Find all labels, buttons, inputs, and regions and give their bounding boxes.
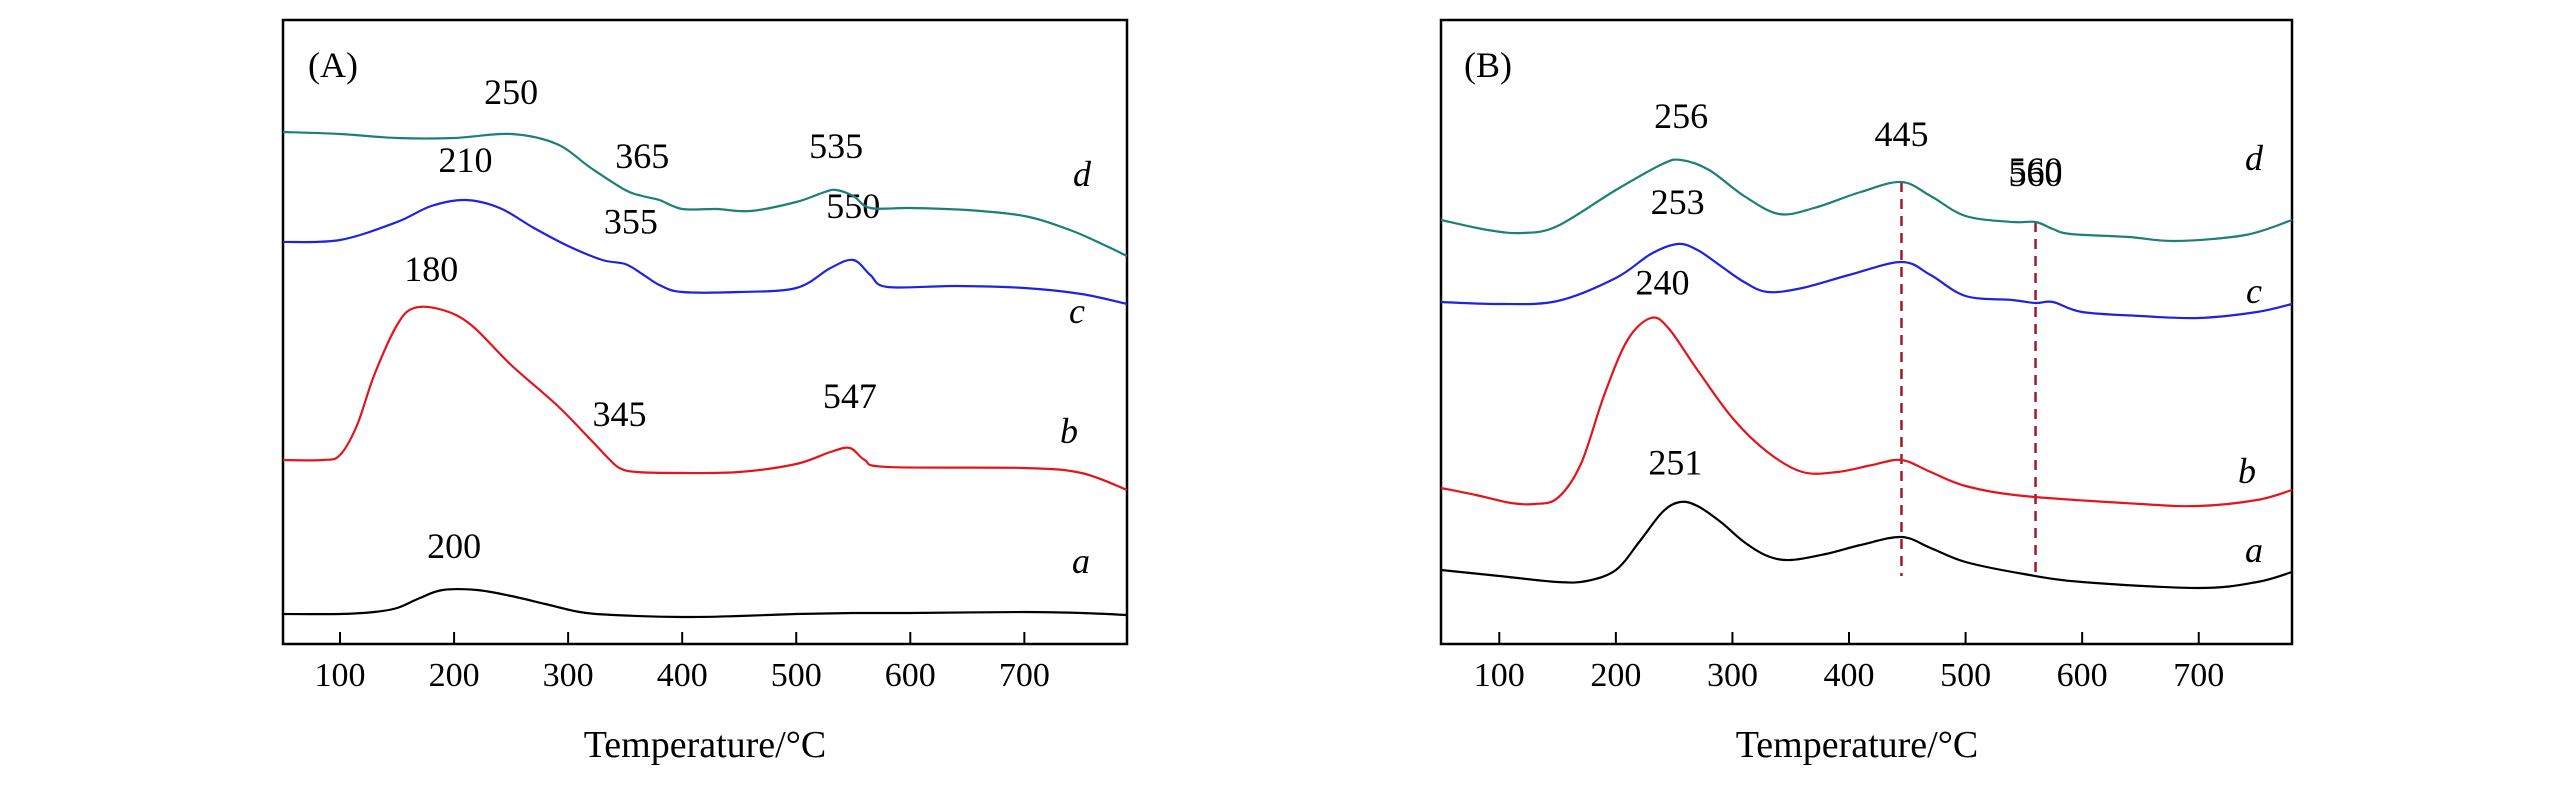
peak-label: 256 (1654, 96, 1708, 136)
series-line-a (1440, 500, 2293, 590)
series-line-c (282, 198, 1128, 306)
x-tick-label: 600 (2057, 657, 2108, 694)
x-tick-label: 200 (1590, 657, 1641, 694)
plot-frame (1439, 18, 2294, 646)
peak-label: 250 (484, 72, 538, 112)
series-label-c: c (1069, 291, 1085, 331)
peak-label: 345 (592, 394, 646, 434)
panel-a: 100 200 300 400 500 600 700 Temperature/°C (A) a 2… (281, 18, 1129, 766)
series-line-b (1440, 316, 2293, 508)
x-axis-label: Temperature/°C (584, 724, 827, 766)
x-tick-label: 400 (657, 657, 708, 694)
x-tick-label: 500 (771, 657, 822, 694)
series-label-b: b (2238, 451, 2256, 491)
series-label-d: d (1073, 154, 1092, 194)
peak-label: 535 (809, 126, 863, 166)
peak-label: 200 (427, 526, 481, 566)
series-line-a (282, 588, 1128, 619)
x-tick-label: 100 (1474, 657, 1525, 694)
series-label-a: a (2245, 530, 2263, 570)
panel-label: (B) (1464, 45, 1512, 85)
series-line-d (1440, 158, 2293, 243)
peak-label: 365 (615, 136, 669, 176)
x-tick-label: 600 (885, 657, 936, 694)
x-tick-label: 300 (1707, 657, 1758, 694)
peak-label: 251 (1648, 443, 1702, 483)
peak-label: 560 (2009, 150, 2063, 190)
x-tick-label: 200 (429, 657, 480, 694)
reference-line-label: 445 (1874, 114, 1928, 154)
peak-label: 210 (438, 140, 492, 180)
series-line-d (282, 130, 1128, 257)
plot-frame (281, 18, 1129, 646)
peak-label: 547 (823, 376, 877, 416)
reference-line-label: 560 (2009, 154, 2063, 194)
series-label-d: d (2245, 138, 2264, 178)
peak-label: 550 (826, 186, 880, 226)
x-tick-label: 700 (2173, 657, 2224, 694)
peak-label: 180 (404, 249, 458, 289)
series-line-b (282, 305, 1128, 492)
series-line-c (1440, 242, 2293, 320)
x-tick-label: 300 (543, 657, 594, 694)
series-label-c: c (2246, 271, 2262, 311)
x-tick-label: 100 (315, 657, 366, 694)
x-tick-label: 700 (999, 657, 1050, 694)
x-tick-label: 400 (1824, 657, 1875, 694)
panel-b: 100 200 300 400 500 600 700 Temperature/°C (B) 44… (1439, 18, 2294, 766)
x-axis-label: Temperature/°C (1736, 724, 1979, 766)
x-tick-label: 500 (1940, 657, 1991, 694)
peak-label: 355 (604, 201, 658, 241)
peak-label: 253 (1651, 182, 1705, 222)
peak-label: 240 (1635, 263, 1689, 303)
series-label-b: b (1060, 411, 1078, 451)
panel-label: (A) (308, 45, 358, 85)
series-label-a: a (1072, 541, 1090, 581)
